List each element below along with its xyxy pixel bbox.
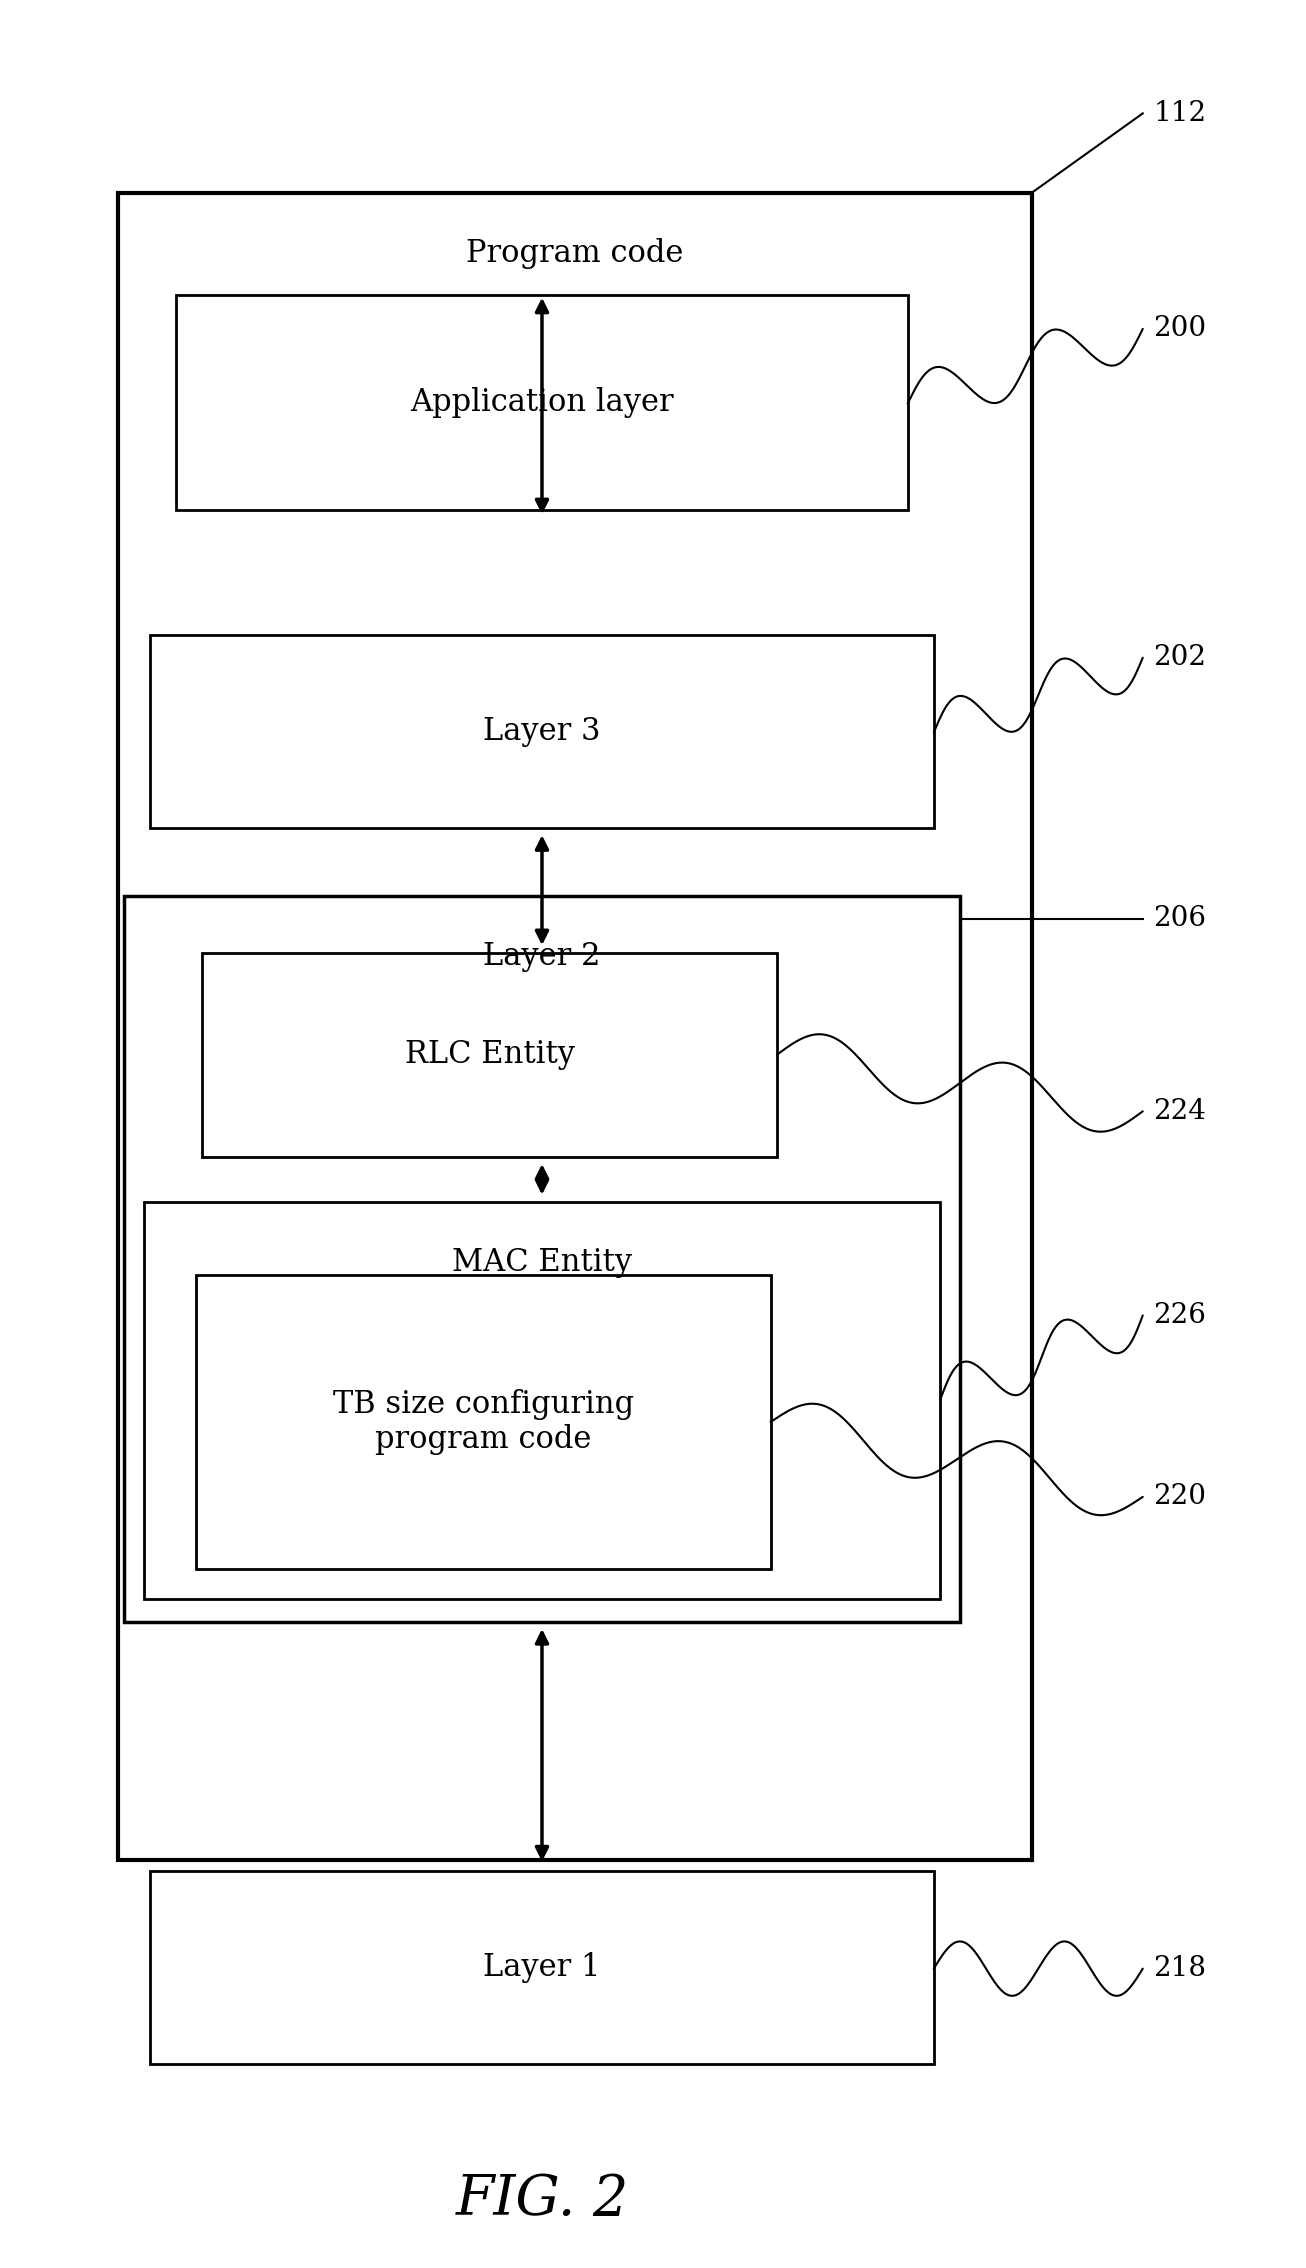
- Text: Layer 2: Layer 2: [483, 941, 601, 973]
- Text: 218: 218: [1153, 1955, 1207, 1982]
- Bar: [150, 1871, 934, 2064]
- Bar: [176, 295, 908, 510]
- Text: MAC Entity: MAC Entity: [452, 1247, 632, 1279]
- Bar: [202, 953, 777, 1157]
- Text: Layer 1: Layer 1: [483, 1953, 601, 1982]
- Text: FIG. 2: FIG. 2: [456, 2173, 628, 2227]
- Text: 200: 200: [1153, 315, 1207, 342]
- Text: 220: 220: [1153, 1483, 1207, 1510]
- Text: 202: 202: [1153, 644, 1207, 671]
- Text: 206: 206: [1153, 905, 1207, 932]
- Bar: [124, 896, 960, 1622]
- Text: Layer 3: Layer 3: [483, 717, 601, 746]
- Text: 224: 224: [1153, 1098, 1205, 1125]
- Text: RLC Entity: RLC Entity: [405, 1039, 575, 1070]
- Text: Program code: Program code: [466, 238, 683, 270]
- Text: 226: 226: [1153, 1302, 1205, 1329]
- Bar: [196, 1275, 771, 1569]
- Text: 112: 112: [1153, 100, 1207, 127]
- Bar: [150, 635, 934, 828]
- Bar: [144, 1202, 940, 1599]
- Bar: [118, 193, 1032, 1860]
- Text: TB size configuring
program code: TB size configuring program code: [333, 1388, 633, 1456]
- Text: Application layer: Application layer: [410, 388, 674, 417]
